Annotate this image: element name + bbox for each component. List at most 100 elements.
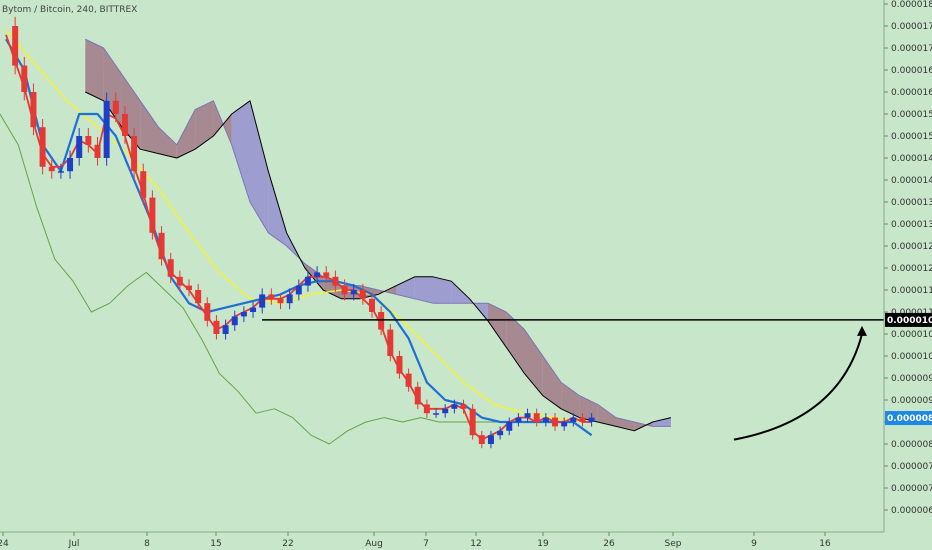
candle-body xyxy=(341,285,348,295)
x-tick-label: 12 xyxy=(470,539,481,549)
candle-body xyxy=(497,430,504,436)
candle-body xyxy=(423,404,430,414)
candle-body xyxy=(39,127,46,167)
cloud-segment xyxy=(542,356,562,409)
candle-body xyxy=(552,417,558,427)
candle-body xyxy=(76,136,83,158)
candle-body xyxy=(561,422,568,427)
candle-body xyxy=(387,329,394,356)
y-tick-label: 0.00001250 xyxy=(891,242,932,252)
cloud-segment xyxy=(506,312,525,374)
projection-arrow[interactable] xyxy=(733,333,863,441)
x-tick-label: Jul xyxy=(68,539,80,549)
cloud-segment xyxy=(195,100,214,150)
cloud-segment xyxy=(158,127,177,158)
cloud-segment xyxy=(433,276,452,304)
candle-body xyxy=(158,232,165,260)
y-tick-label: 0.00001450 xyxy=(891,154,932,164)
x-tick-label: 22 xyxy=(282,539,293,549)
candle-body xyxy=(304,276,311,286)
y-tick-label: 0.00000750 xyxy=(891,462,932,472)
candle-body xyxy=(186,285,192,290)
x-tick-label: Aug xyxy=(365,539,383,549)
last-price-label: 0.00000859 xyxy=(887,414,932,424)
candle-body xyxy=(167,259,174,277)
cloud-segment xyxy=(597,404,616,427)
cloud-segment xyxy=(176,109,196,158)
candle-body xyxy=(30,92,37,128)
candle-body xyxy=(487,435,494,444)
candle-body xyxy=(231,316,238,326)
candle-body xyxy=(469,408,476,436)
cloud-segment xyxy=(561,382,580,418)
candle-body xyxy=(588,417,595,422)
y-tick-label: 0.00001200 xyxy=(891,264,932,274)
x-tick-label: 8 xyxy=(144,539,150,549)
candle-body xyxy=(240,312,247,317)
cloud-segment xyxy=(396,276,415,299)
candle-body xyxy=(451,404,458,409)
y-tick-label: 0.00000950 xyxy=(891,374,932,384)
candle-body xyxy=(332,276,339,286)
candle-body xyxy=(414,386,421,405)
candle-body xyxy=(195,290,202,304)
candle-body xyxy=(131,136,138,172)
candle-body xyxy=(359,290,366,299)
x-tick-label: 9 xyxy=(751,539,757,549)
level-price-badge xyxy=(885,312,932,327)
y-tick-label: 0.00001500 xyxy=(891,132,932,142)
cloud-segment xyxy=(652,417,671,427)
candle-body xyxy=(48,166,55,172)
candle-body xyxy=(524,413,531,418)
cloud-segment xyxy=(414,276,433,304)
y-tick-label: 0.00001650 xyxy=(891,66,932,76)
cloud-segment xyxy=(487,303,507,348)
candle-body xyxy=(277,298,284,304)
candle-body xyxy=(112,100,119,114)
candle-body xyxy=(378,312,385,330)
cloud-segment xyxy=(616,417,635,431)
candle-body xyxy=(579,417,586,422)
candle-body xyxy=(478,435,485,444)
candle-body xyxy=(250,307,257,312)
last-price-badge xyxy=(885,411,932,426)
y-tick-label: 0.00000650 xyxy=(891,506,932,516)
candle-body xyxy=(67,158,74,172)
time-axis[interactable]: 24 Jul 8 15 22 Aug 7 12 19 26 Sep 9 16 xyxy=(0,532,831,549)
cloud-segment xyxy=(85,39,104,101)
candle-body xyxy=(533,413,540,422)
y-tick-label: 0.00000700 xyxy=(891,484,932,494)
y-tick-label: 0.00001350 xyxy=(891,198,932,208)
x-tick-label: Sep xyxy=(665,539,682,549)
candle-body xyxy=(222,325,229,334)
candle-body xyxy=(140,171,147,198)
y-tick-label: 0.00001800 xyxy=(891,0,932,10)
candle-body xyxy=(515,417,522,422)
candle-body xyxy=(396,356,403,374)
level-price-label: 0.00001082 xyxy=(887,316,932,326)
chikou-span-line xyxy=(0,113,531,445)
candle-body xyxy=(369,298,375,312)
candle-body xyxy=(94,144,101,158)
candle-body xyxy=(323,272,330,277)
candle-body xyxy=(103,100,110,158)
x-tick-label: 19 xyxy=(537,539,549,549)
cloud-segment xyxy=(140,100,159,154)
cloud-segment xyxy=(231,100,250,202)
candle-body xyxy=(506,422,513,431)
y-tick-label: 0.00001000 xyxy=(891,352,932,362)
candle-body xyxy=(213,320,220,334)
cloud-segment xyxy=(250,100,269,233)
candle-body xyxy=(350,290,357,295)
price-badges: 0.00001082 0.00000859 xyxy=(885,312,932,426)
horizontal-levels xyxy=(262,319,884,441)
y-tick-label: 0.00001750 xyxy=(891,22,932,32)
candle-body xyxy=(295,285,302,295)
candle-body xyxy=(21,65,28,92)
candle-body xyxy=(405,373,412,387)
candlestick-series xyxy=(12,16,595,449)
candle-body xyxy=(12,26,19,66)
